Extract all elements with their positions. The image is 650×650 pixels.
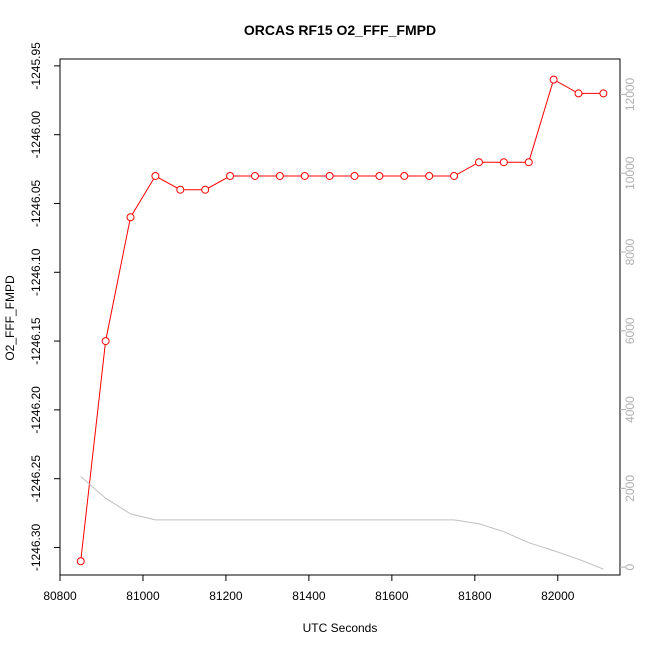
x-tick-label: 81200: [209, 589, 243, 603]
y2-tick-label: 2000: [623, 475, 637, 502]
right-axis-series-line: [80, 476, 604, 570]
data-point: [599, 89, 608, 98]
y-tick-label: -1246.10: [29, 248, 43, 296]
x-tick-label: 81600: [375, 589, 409, 603]
data-point: [450, 171, 459, 180]
y-axis-left: -1246.30 -1246.25 -1246.20 -1246.15 -1246.10…: [29, 42, 60, 571]
data-point: [275, 171, 284, 180]
chart-title: ORCAS RF15 O2_FFF_FMPD: [244, 22, 436, 38]
x-tick-label: 81800: [458, 589, 492, 603]
x-tick-label: 80800: [43, 589, 77, 603]
y2-tick-label: 0: [623, 563, 637, 570]
y-tick-label: -1245.95: [29, 42, 43, 90]
plot-frame: [59, 58, 621, 576]
y-axis-right: 0 2000 4000 6000 8000 10000 12000: [620, 77, 637, 570]
data-point: [400, 171, 409, 180]
series-layer: [76, 75, 608, 570]
x-tick-label: 81000: [126, 589, 160, 603]
data-point: [524, 158, 533, 167]
data-point: [499, 158, 508, 167]
y2-tick-label: 8000: [623, 238, 637, 265]
data-point: [126, 213, 135, 222]
y-tick-label: -1246.20: [29, 386, 43, 434]
x-tick-label: 81400: [292, 589, 326, 603]
y2-tick-label: 6000: [623, 317, 637, 344]
data-point: [549, 75, 558, 84]
data-point: [201, 185, 210, 194]
data-point: [76, 557, 85, 566]
y2-tick-label: 10000: [623, 156, 637, 190]
left-axis-series-line: [80, 78, 604, 562]
y-tick-label: -1246.30: [29, 523, 43, 571]
y-tick-label: -1246.05: [29, 179, 43, 227]
data-point: [151, 171, 160, 180]
y2-tick-label: 4000: [623, 396, 637, 423]
x-axis: 80800 81000 81200 81400 81600 81800 82000: [43, 575, 575, 603]
data-point: [375, 171, 384, 180]
data-point: [425, 171, 434, 180]
data-point: [250, 171, 259, 180]
data-point: [574, 89, 583, 98]
data-point: [176, 185, 185, 194]
data-point: [474, 158, 483, 167]
y-axis-label: O2_FFF_FMPD: [3, 275, 17, 361]
x-tick-label: 82000: [541, 589, 575, 603]
y-tick-label: -1246.15: [29, 317, 43, 365]
data-point: [350, 171, 359, 180]
data-point: [101, 337, 110, 346]
data-point: [300, 171, 309, 180]
data-point: [226, 171, 235, 180]
data-point: [325, 171, 334, 180]
y-tick-label: -1246.00: [29, 111, 43, 159]
x-axis-label: UTC Seconds: [303, 621, 378, 635]
y-tick-label: -1246.25: [29, 455, 43, 503]
y2-tick-label: 12000: [623, 77, 637, 111]
